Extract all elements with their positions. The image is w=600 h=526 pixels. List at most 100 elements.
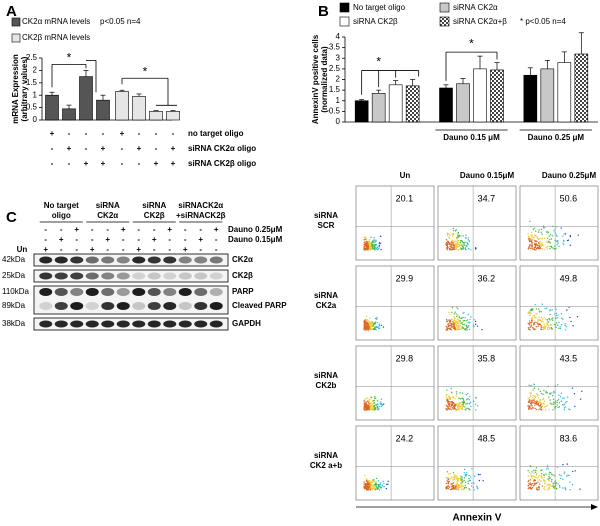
dot [468,325,470,327]
dot [460,240,463,242]
dot [459,484,461,487]
dot [371,321,373,324]
dot [376,321,379,324]
dot [455,395,458,397]
dot [365,487,367,489]
blot-band [70,302,84,310]
dot [474,248,477,250]
dot [452,227,455,230]
dot [558,327,560,330]
dot [449,403,451,405]
dot [449,408,451,410]
dot [549,245,551,248]
dot [542,393,544,396]
condition-sign: - [68,129,71,138]
dot [468,474,470,477]
dot [377,480,380,482]
dot [533,383,536,386]
dot [371,481,373,483]
dot [373,409,375,411]
dot [369,403,371,405]
blot-band [147,302,161,310]
error-bar [83,70,89,77]
dot [530,392,532,394]
dot [477,488,479,490]
dot [449,324,452,327]
dot [446,389,448,391]
dot [446,477,449,479]
blot-band [209,272,223,280]
dot [374,322,377,325]
bar [62,108,76,121]
dot [462,323,464,326]
dot [457,409,459,411]
dot [536,237,539,240]
significance: * [143,64,148,78]
dot [557,242,559,245]
dot [467,321,470,323]
dot [447,473,450,475]
dot [369,324,371,326]
dot [538,244,540,247]
dot [531,317,534,320]
blot-band [101,302,115,310]
dot [535,467,538,469]
dot [532,475,534,477]
dot [457,321,459,324]
dot [453,474,455,476]
bar [540,68,555,123]
dot [539,483,541,485]
dot [463,311,465,314]
dot [549,486,551,488]
dot [363,399,365,401]
dot [466,329,468,331]
dot [529,479,532,481]
dot [373,322,376,324]
dot [445,395,447,397]
column-header: Un [400,171,411,180]
dot [527,397,529,400]
dot [378,328,380,330]
dot [447,325,450,328]
dot [540,231,542,233]
dot [448,406,450,408]
dot [455,403,458,405]
error-bar [460,78,466,84]
dot [377,400,379,402]
legend-swatch [439,2,450,13]
dot [564,329,567,331]
blot-band [54,320,68,328]
y-tick-label: 2 [33,66,38,75]
treatment-sign: - [137,235,140,244]
y-axis-label: (arbitrary values) [20,56,29,121]
dot [535,240,537,242]
dot [537,388,540,390]
dot [473,475,476,477]
dot [551,235,554,237]
dot [365,249,367,251]
dot [530,321,532,324]
dot [562,404,564,406]
dot [543,317,545,319]
dot [547,479,550,481]
dot [453,248,455,250]
dot [364,405,367,407]
dot [561,317,563,319]
dot [451,311,453,313]
dot [463,323,465,326]
dot [446,234,448,236]
blot-band [101,272,115,280]
dot [537,404,540,406]
dot [455,248,458,250]
dot [458,323,460,325]
dot [374,246,376,249]
treatment-sign: + [121,225,126,234]
blot-band [101,256,115,264]
dot [450,483,452,485]
dot [563,407,566,409]
dot [557,406,559,409]
dot [532,308,534,310]
bar [405,85,420,123]
dot [375,328,377,331]
dot [458,328,461,331]
